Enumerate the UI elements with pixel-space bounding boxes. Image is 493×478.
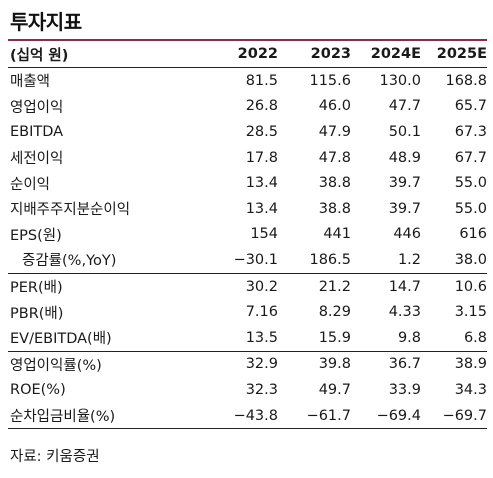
year-header: 2024E bbox=[370, 46, 421, 62]
cell-value: 55.0 bbox=[454, 175, 487, 192]
cell-value: −69.7 bbox=[442, 407, 487, 424]
cell-value: 154 bbox=[250, 226, 278, 243]
cell-value: 6.8 bbox=[463, 329, 487, 346]
cell-value: 13.5 bbox=[245, 329, 278, 346]
table-row: EBITDA 28.5 47.9 50.1 67.3 bbox=[8, 119, 487, 145]
table-row: EPS(원) 154 441 446 616 bbox=[8, 222, 487, 248]
cell-value: 26.8 bbox=[245, 98, 278, 115]
cell-value: 67.7 bbox=[454, 149, 487, 166]
cell-value: 47.9 bbox=[318, 123, 351, 140]
row-label: 순이익 bbox=[10, 176, 51, 193]
table-header-row: (십억 원) 2022 2023 2024E 2025E bbox=[8, 41, 487, 68]
row-label: EV/EBITDA(배) bbox=[10, 331, 112, 348]
row-label: 매출액 bbox=[10, 74, 51, 91]
cell-value: −61.7 bbox=[306, 407, 351, 424]
cell-value: 38.8 bbox=[318, 200, 351, 217]
row-label: PER(배) bbox=[10, 280, 63, 297]
investment-indicators-table: (십억 원) 2022 2023 2024E 2025E 매출액 81.5 11… bbox=[8, 41, 487, 429]
cell-value: 32.9 bbox=[245, 356, 278, 373]
row-label: ROE(%) bbox=[10, 381, 66, 398]
cell-value: 441 bbox=[323, 226, 351, 243]
row-label: 영업이익 bbox=[10, 99, 64, 116]
year-header: 2022 bbox=[237, 46, 278, 62]
cell-value: 47.7 bbox=[388, 98, 421, 115]
year-header: 2025E bbox=[436, 46, 487, 62]
source-note: 자료: 키움증권 bbox=[10, 449, 100, 465]
cell-value: 38.8 bbox=[318, 175, 351, 192]
table-row: 지배주주지분순이익 13.4 38.8 39.7 55.0 bbox=[8, 196, 487, 222]
cell-value: 9.8 bbox=[397, 329, 421, 346]
cell-value: 47.8 bbox=[318, 149, 351, 166]
cell-value: 616 bbox=[459, 226, 487, 243]
row-label: PBR(배) bbox=[10, 305, 64, 322]
cell-value: 4.33 bbox=[388, 304, 421, 321]
cell-value: 30.2 bbox=[245, 278, 278, 295]
cell-value: 32.3 bbox=[245, 381, 278, 398]
cell-value: 28.5 bbox=[245, 123, 278, 140]
table-row: 세전이익 17.8 47.8 48.9 67.7 bbox=[8, 145, 487, 171]
cell-value: 168.8 bbox=[445, 72, 487, 89]
table-row: PBR(배) 7.16 8.29 4.33 3.15 bbox=[8, 299, 487, 325]
table-row: EV/EBITDA(배) 13.5 15.9 9.8 6.8 bbox=[8, 325, 487, 352]
cell-value: 10.6 bbox=[454, 278, 487, 295]
cell-value: 14.7 bbox=[388, 278, 421, 295]
cell-value: 7.16 bbox=[245, 304, 278, 321]
cell-value: 17.8 bbox=[245, 149, 278, 166]
cell-value: 48.9 bbox=[388, 149, 421, 166]
table-row: 순이익 13.4 38.8 39.7 55.0 bbox=[8, 170, 487, 196]
table-row: 증감률(%,YoY) −30.1 186.5 1.2 38.0 bbox=[8, 247, 487, 274]
cell-value: 186.5 bbox=[309, 251, 351, 268]
cell-value: 33.9 bbox=[388, 381, 421, 398]
row-label: 영업이익률(%) bbox=[10, 357, 102, 374]
cell-value: 130.0 bbox=[379, 72, 421, 89]
cell-value: −30.1 bbox=[233, 251, 278, 268]
table-row: 순차입금비율(%) −43.8 −61.7 −69.4 −69.7 bbox=[8, 403, 487, 429]
cell-value: 8.29 bbox=[318, 304, 351, 321]
row-label: EBITDA bbox=[10, 123, 64, 140]
cell-value: 1.2 bbox=[397, 251, 421, 268]
cell-value: 39.7 bbox=[388, 200, 421, 217]
cell-value: 81.5 bbox=[245, 72, 278, 89]
row-label: 지배주주지분순이익 bbox=[10, 202, 131, 219]
cell-value: 38.9 bbox=[454, 356, 487, 373]
table-row: 영업이익 26.8 46.0 47.7 65.7 bbox=[8, 94, 487, 120]
cell-value: 39.8 bbox=[318, 356, 351, 373]
title-divider bbox=[8, 39, 487, 41]
cell-value: 55.0 bbox=[454, 200, 487, 217]
row-label: 세전이익 bbox=[10, 151, 64, 168]
cell-value: 50.1 bbox=[388, 123, 421, 140]
cell-value: 38.0 bbox=[454, 251, 487, 268]
table-row: 매출액 81.5 115.6 130.0 168.8 bbox=[8, 68, 487, 94]
cell-value: 15.9 bbox=[318, 329, 351, 346]
cell-value: 34.3 bbox=[454, 381, 487, 398]
cell-value: −43.8 bbox=[233, 407, 278, 424]
table-row: PER(배) 30.2 21.2 14.7 10.6 bbox=[8, 273, 487, 299]
cell-value: 21.2 bbox=[318, 278, 351, 295]
cell-value: −69.4 bbox=[376, 407, 421, 424]
cell-value: 13.4 bbox=[245, 200, 278, 217]
cell-value: 46.0 bbox=[318, 98, 351, 115]
cell-value: 67.3 bbox=[454, 123, 487, 140]
year-header: 2023 bbox=[310, 46, 351, 62]
cell-value: 65.7 bbox=[454, 98, 487, 115]
cell-value: 39.7 bbox=[388, 175, 421, 192]
cell-value: 13.4 bbox=[245, 175, 278, 192]
cell-value: 3.15 bbox=[454, 304, 487, 321]
cell-value: 49.7 bbox=[318, 381, 351, 398]
page-title: 투자지표 bbox=[10, 10, 82, 34]
row-label: EPS(원) bbox=[10, 227, 62, 244]
table-row: ROE(%) 32.3 49.7 33.9 34.3 bbox=[8, 377, 487, 403]
cell-value: 115.6 bbox=[309, 72, 351, 89]
unit-label: (십억 원) bbox=[10, 47, 69, 64]
table-row: 영업이익률(%) 32.9 39.8 36.7 38.9 bbox=[8, 351, 487, 377]
row-label: 증감률(%,YoY) bbox=[22, 253, 117, 270]
cell-value: 446 bbox=[393, 226, 421, 243]
row-label: 순차입금비율(%) bbox=[10, 409, 116, 426]
cell-value: 36.7 bbox=[388, 356, 421, 373]
